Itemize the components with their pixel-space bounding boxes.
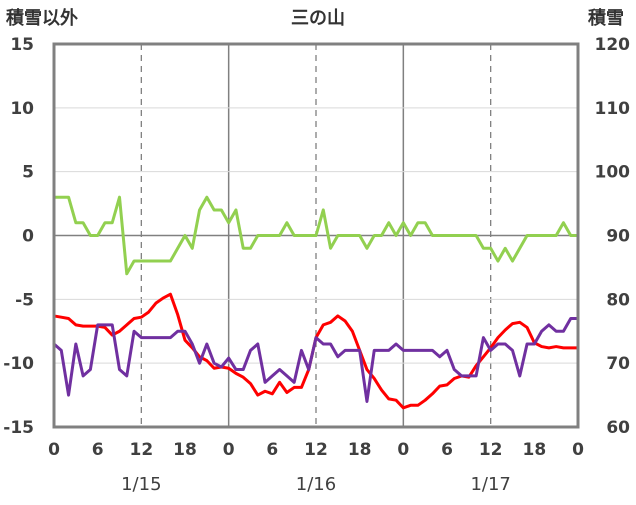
date-labels: 1/15 1/16 1/17 <box>121 474 511 495</box>
x-tick-label: 18 <box>522 440 546 460</box>
date-label: 1/15 <box>121 474 161 495</box>
x-tick-label: 0 <box>48 440 60 460</box>
left-tick-label: -10 <box>3 354 34 374</box>
left-axis-label: 積雪以外 <box>5 7 78 29</box>
x-tick-label: 6 <box>441 440 453 460</box>
x-tick-label: 6 <box>266 440 278 460</box>
chart-title: 三の山 <box>291 8 345 29</box>
right-tick-label: 60 <box>606 418 630 438</box>
right-tick-label: 80 <box>606 290 630 310</box>
left-tick-label: 15 <box>10 35 34 55</box>
gridlines <box>54 44 578 427</box>
x-tick-label: 0 <box>572 440 584 460</box>
right-tick-label: 110 <box>595 99 631 119</box>
left-tick-label: 5 <box>22 163 34 183</box>
series-lines <box>52 195 580 410</box>
x-axis-ticks: 0 6 12 18 0 6 12 18 0 6 12 18 0 <box>48 440 584 460</box>
right-tick-label: 120 <box>595 35 631 55</box>
x-tick-label: 18 <box>348 440 372 460</box>
series-line-2 <box>52 316 580 403</box>
x-tick-label: 0 <box>223 440 235 460</box>
right-axis-ticks: 120 110 100 90 80 70 60 <box>595 35 631 438</box>
left-tick-label: -15 <box>3 418 34 438</box>
x-tick-label: 6 <box>92 440 104 460</box>
right-axis-label: 積雪 <box>587 7 624 29</box>
x-tick-label: 12 <box>129 440 153 460</box>
right-tick-label: 90 <box>606 227 630 247</box>
x-tick-label: 0 <box>397 440 409 460</box>
left-tick-label: 0 <box>22 227 34 247</box>
x-tick-label: 18 <box>173 440 197 460</box>
date-label: 1/17 <box>470 474 510 495</box>
left-tick-label: -5 <box>15 290 34 310</box>
date-label: 1/16 <box>296 474 336 495</box>
left-axis-ticks: 15 10 5 0 -5 -10 -15 <box>3 35 34 438</box>
right-tick-label: 100 <box>595 163 631 183</box>
right-tick-label: 70 <box>606 354 630 374</box>
x-tick-label: 12 <box>304 440 328 460</box>
x-tick-label: 12 <box>479 440 503 460</box>
left-tick-label: 10 <box>10 99 34 119</box>
series-line-3 <box>52 195 580 276</box>
plot-frame <box>52 42 580 429</box>
